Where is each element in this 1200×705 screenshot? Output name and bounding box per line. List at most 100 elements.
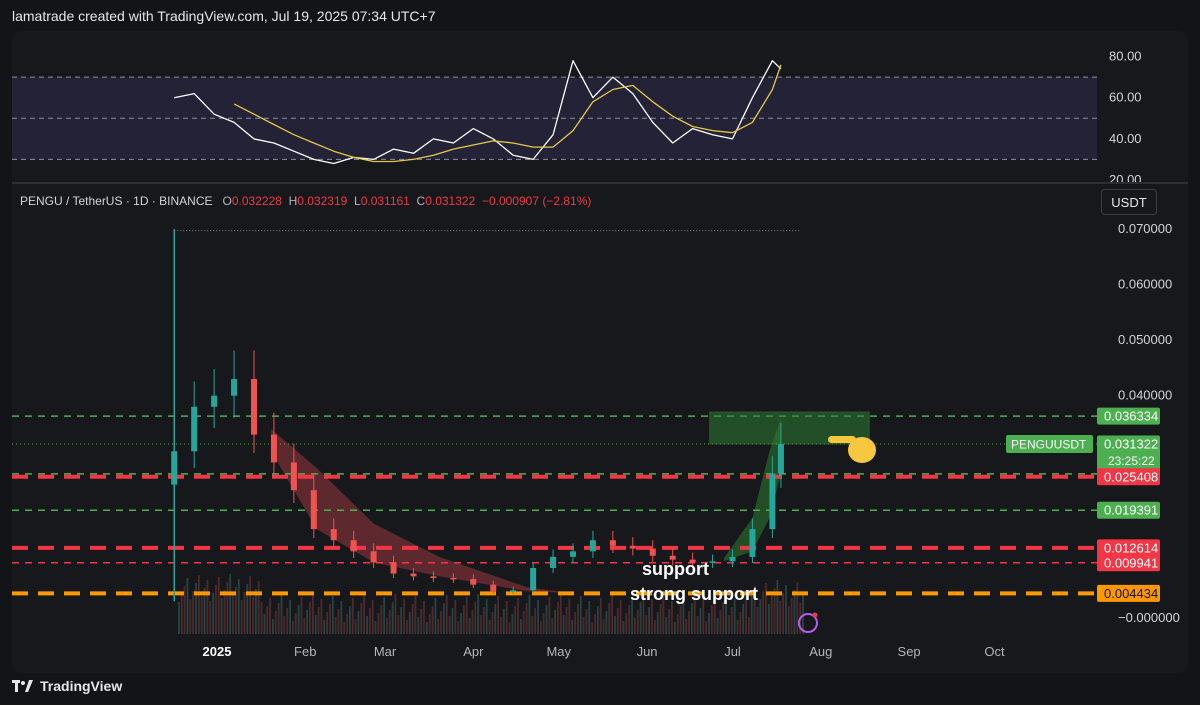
volume-bar [400,607,403,634]
volume-bar [226,582,229,634]
volume-bar [733,599,736,634]
candle-body [211,395,218,407]
lightning-icon [798,613,818,633]
volume-bar [357,611,360,634]
volume-bar [571,620,574,634]
volume-bar [266,606,269,634]
volume-bar [477,594,480,634]
candle-body [570,551,577,557]
volume-bar [280,595,283,634]
volume-bar [206,580,209,634]
open-value: 0.032228 [231,194,282,208]
volume-bar [311,594,314,634]
volume-bar [739,612,742,634]
volume-bar [648,607,651,634]
volume-bar [742,604,745,634]
volume-bar [189,599,192,634]
volume-bar [468,618,471,634]
volume-bar [334,617,337,634]
volume-bar [579,596,582,634]
candle-body [769,473,776,530]
volume-bar [625,613,628,634]
currency-button[interactable]: USDT [1101,189,1157,215]
volume-bar [511,614,514,634]
volume-bar [252,597,254,634]
volume-bar [759,599,762,634]
pointing-hand-icon [848,437,876,463]
chart-svg[interactable]: 80.00 60.00 40.00 20.00 0.070000 0.060000 0.05… [12,31,1188,673]
volume-bar [451,608,454,634]
volume-bar [773,588,776,634]
candle-body [330,529,337,541]
candle-body [749,529,756,557]
price-tag-box [1097,501,1160,519]
high-value: 0.032319 [297,194,348,208]
volume-bar [337,609,340,634]
volume-bar [745,596,747,634]
volume-bar [559,594,562,634]
volume-bar [551,618,554,634]
volume-bar [574,612,576,634]
volume-bar [394,594,397,634]
volume-bar [203,588,206,634]
volume-bar [796,582,799,634]
volume-bar [480,615,482,634]
volume-bar [685,619,688,634]
volume-bar [354,619,357,634]
volume-bar [539,621,542,634]
volume-bar [793,590,796,634]
volume-bar [294,613,297,634]
volume-bar [223,590,226,634]
volume-bar [554,610,556,634]
chart-header: lamatrade created with TradingView.com, … [12,8,436,24]
annotation-support: support [642,559,709,579]
volume-bar [514,606,517,634]
volume-bar [465,597,468,634]
volume-bar [300,597,303,634]
volume-bar [217,577,220,634]
price-tag-label: 0.009941 [1104,555,1158,570]
volume-bar [708,613,710,634]
candle-body [270,434,277,463]
x-tick-label: Feb [294,644,316,659]
volume-bar [699,608,702,634]
volume-bar [411,604,414,634]
volume-bar [420,609,423,634]
price-tag-label: 0.025408 [1104,469,1158,484]
volume-bar [443,603,445,634]
volume-bar [263,614,266,634]
volume-bar [753,586,756,634]
rsi-y-tick-label: 20.00 [1109,172,1142,187]
candle-body [629,545,636,549]
volume-bar [651,599,653,634]
volume-bar [343,622,346,634]
price-tag-box [1097,584,1160,602]
volume-bar [386,618,388,634]
volume-bar [596,606,599,634]
volume-bar [728,615,730,634]
volume-bar [594,614,596,634]
volume-bar [329,604,331,634]
lightning-icon-dot [812,612,818,618]
volume-bar [457,621,460,634]
volume-bar [366,616,368,634]
volume-bar [528,595,531,634]
volume-bar [691,603,693,634]
candle-body [410,573,417,577]
volume-bar [377,613,380,634]
candle-body [171,451,178,485]
volume-bar [454,600,457,634]
volume-bar [562,615,565,634]
volume-bar [368,608,371,634]
volume-bar [374,621,377,634]
volume-bar [317,607,320,634]
chart-frame[interactable]: 80.00 60.00 40.00 20.00 0.070000 0.060000 0.05… [12,31,1188,673]
volume-bar [340,601,343,634]
rsi-y-tick-label: 60.00 [1109,90,1142,105]
price-tag-box [1097,435,1160,470]
volume-bar [736,620,739,634]
pointing-hand-finger [828,436,856,443]
volume-bar [705,621,708,634]
footer-brand: TradingView [40,678,123,694]
volume-bar [220,598,223,634]
